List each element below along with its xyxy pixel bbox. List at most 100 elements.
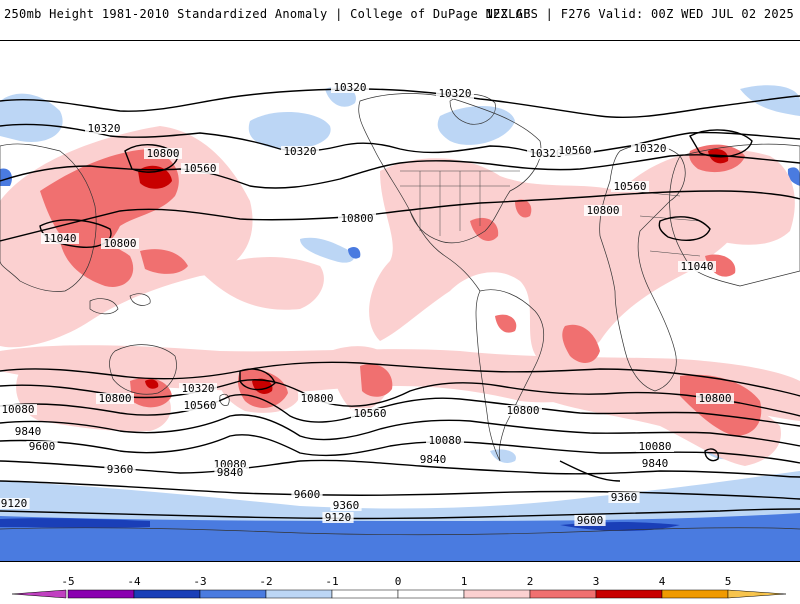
contour-label-bg	[0, 404, 37, 415]
colorbar-tick-label: -3	[193, 575, 206, 588]
contour-label-bg	[144, 148, 182, 159]
contour-label-bg	[584, 205, 622, 216]
colorbar-tick-label: 5	[725, 575, 732, 588]
contour-label: 10800	[586, 204, 619, 217]
contour-label-bg	[611, 181, 649, 192]
contour-label-bg	[351, 408, 389, 419]
colorbar-segment	[199, 589, 267, 599]
colorbar-tick-label: 2	[527, 575, 534, 588]
contour-label-bg	[281, 146, 319, 157]
contour-label: 10320	[283, 145, 316, 158]
contour-label: 10320	[438, 87, 471, 100]
contour-label-bg	[631, 143, 669, 154]
contour-label-bg	[527, 148, 565, 159]
contour-label: 10800	[300, 392, 333, 405]
contour-label: 9840	[217, 466, 244, 479]
height-contours	[0, 88, 800, 520]
contour-label: 9120	[325, 511, 352, 524]
contour-label-bg	[101, 238, 139, 249]
contour-label: 10800	[340, 212, 373, 225]
colorbar: -5 -4 -3 -2 -1 0 1 2 3 4 5	[0, 566, 800, 600]
contour-label-bg	[696, 393, 734, 404]
contour-label: 10560	[353, 407, 386, 420]
map-title: 250mb Height 1981-2010 Standardized Anom…	[4, 7, 531, 21]
contour-label: 9360	[611, 491, 638, 504]
colorbar-segment	[463, 589, 531, 599]
contour-label: 9840	[642, 457, 669, 470]
contour-label-bg	[504, 405, 542, 416]
colorbar-segment	[133, 589, 201, 599]
contour-label-bg	[636, 441, 674, 452]
contour-label: 9600	[577, 514, 604, 527]
colorbar-tick-label: 1	[461, 575, 468, 588]
contour-label: 10800	[103, 237, 136, 250]
colorbar-segment	[661, 589, 729, 599]
colorbar-max-arrow	[727, 589, 787, 599]
contour-label: 10800	[98, 392, 131, 405]
contour-label-bg	[179, 383, 217, 394]
contour-label-bg	[639, 458, 671, 469]
colorbar-tick-label: -2	[259, 575, 272, 588]
contour-label: 9600	[29, 440, 56, 453]
contour-label: 10800	[506, 404, 539, 417]
contour-label-bg	[96, 393, 134, 404]
colorbar-tick-label: -5	[61, 575, 74, 588]
contour-label: 10560	[558, 144, 591, 157]
colorbar-segment	[67, 589, 135, 599]
map-panel: 10320 10320 10320 10320 10320 10320 10320 10560…	[0, 40, 800, 562]
contour-label-bg	[0, 498, 30, 509]
contour-label-bg	[556, 145, 594, 156]
contour-label: 10320	[333, 81, 366, 94]
contour-label-bg	[12, 426, 44, 437]
contour-label-bg	[291, 489, 323, 500]
contour-label: 10560	[613, 180, 646, 193]
contour-label: 10320	[87, 122, 120, 135]
contour-label: 9600	[294, 488, 321, 501]
colorbar-segment	[265, 589, 333, 599]
contour-label-bg	[608, 492, 640, 503]
contour-label-bg	[574, 515, 606, 526]
colorbar-tick-label: 0	[395, 575, 402, 588]
contour-label: 10080	[428, 434, 461, 447]
contour-label: 10080	[1, 403, 34, 416]
contour-label: 10800	[698, 392, 731, 405]
model-run-info: 12Z GFS | F276 Valid: 00Z WED JUL 02 202…	[485, 7, 794, 21]
contour-label: 9840	[420, 453, 447, 466]
colorbar-segment	[397, 589, 465, 599]
contour-label-bg	[26, 441, 58, 452]
contour-label-bg	[436, 88, 474, 99]
contour-label-bg	[331, 82, 369, 93]
contour-label: 9120	[1, 497, 28, 510]
contour-label: 9360	[107, 463, 134, 476]
contour-label: 9840	[15, 425, 42, 438]
contour-label: 10560	[183, 162, 216, 175]
contour-label-bg	[417, 454, 449, 465]
colorbar-segment	[331, 589, 399, 599]
contour-label-bg	[678, 261, 716, 272]
colorbar-segment	[529, 589, 597, 599]
contour-label-bg	[211, 459, 249, 470]
header: 250mb Height 1981-2010 Standardized Anom…	[0, 0, 800, 26]
contour-label: 10320	[633, 142, 666, 155]
contour-label: 9360	[333, 499, 360, 512]
contour-label: 10080	[638, 440, 671, 453]
contour-label: 11040	[43, 232, 76, 245]
colorbar-min-arrow	[11, 589, 67, 599]
contour-label-bg	[85, 123, 123, 134]
colorbar-tick-label: -4	[127, 575, 141, 588]
contour-label-bg	[426, 435, 464, 446]
contour-label-bg	[322, 512, 354, 523]
contour-label-bg	[214, 467, 246, 478]
colorbar-tick-label: 4	[659, 575, 666, 588]
coastlines	[0, 93, 800, 536]
contour-label: 10560	[183, 399, 216, 412]
colorbar-svg: -5 -4 -3 -2 -1 0 1 2 3 4 5	[11, 575, 787, 599]
contour-label-bg	[181, 163, 219, 174]
colorbar-tick-label: -1	[325, 575, 338, 588]
political-boundaries	[400, 170, 701, 257]
colorbar-segments	[11, 589, 787, 599]
colorbar-tick-labels: -5 -4 -3 -2 -1 0 1 2 3 4 5	[61, 575, 731, 588]
contour-label-bg	[298, 393, 336, 404]
